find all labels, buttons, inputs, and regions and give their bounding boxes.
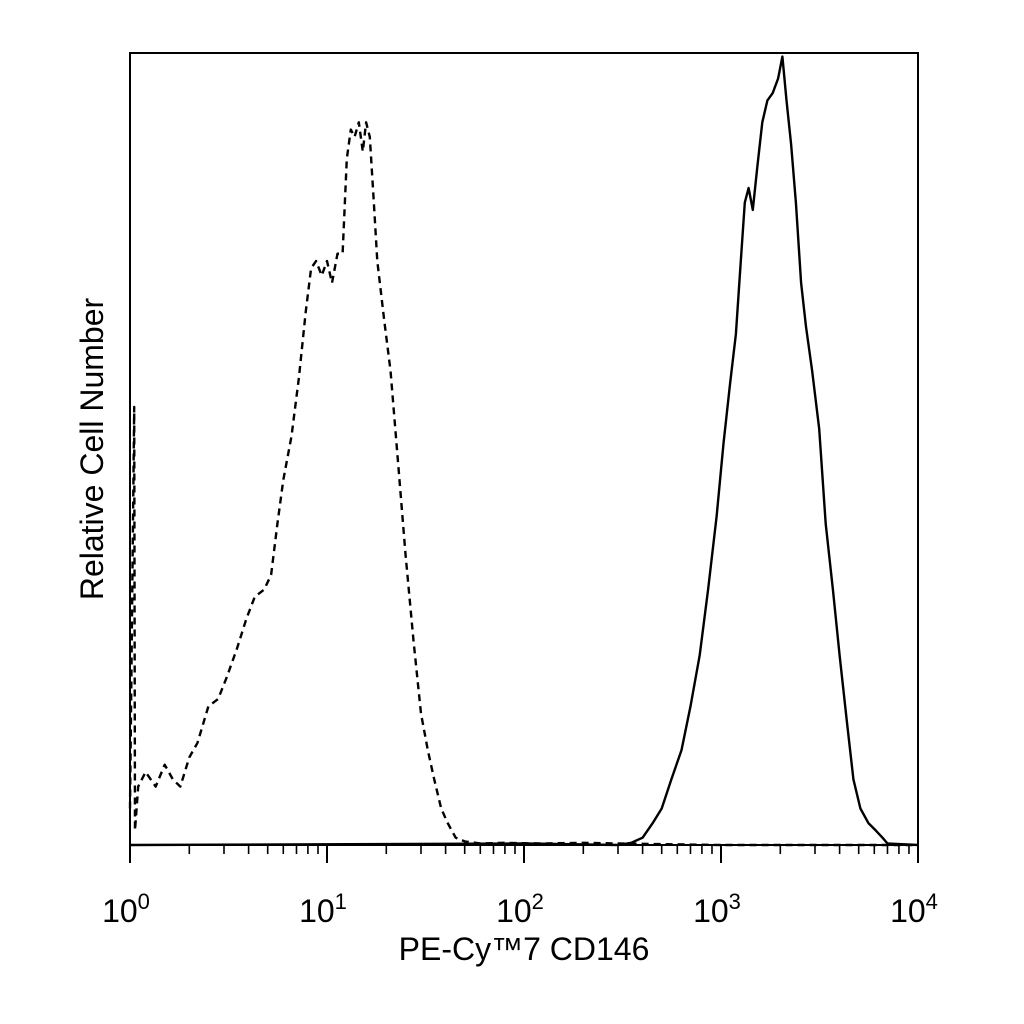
series-line-dashed (128, 121, 918, 847)
x-tick-label-exponent: 0 (138, 889, 150, 914)
x-tick-label-exponent: 1 (335, 889, 347, 914)
x-axis-ticks (129, 845, 919, 863)
x-tick-label-base: 10 (102, 893, 138, 929)
x-tick-label-exponent: 3 (729, 889, 741, 914)
x-tick-label-exponent: 2 (532, 889, 544, 914)
y-axis-label: Relative Cell Number (74, 297, 110, 600)
x-tick-label-base: 10 (496, 893, 532, 929)
x-axis-label: PE-Cy™7 CD146 (399, 931, 650, 967)
x-tick-label: 104 (890, 889, 938, 929)
x-axis-tick-labels: 100 101 102 103 104 (102, 889, 938, 929)
plot-frame (129, 52, 919, 846)
x-tick-label: 101 (299, 889, 347, 929)
series-layer (128, 55, 919, 847)
x-tick-label-base: 10 (890, 893, 926, 929)
x-tick-label-exponent: 4 (926, 889, 938, 914)
x-tick-label: 100 (102, 889, 150, 929)
x-tick-label: 103 (693, 889, 741, 929)
x-tick-label: 102 (496, 889, 544, 929)
x-tick-label-base: 10 (299, 893, 335, 929)
x-tick-label-base: 10 (693, 893, 729, 929)
series-line-solid (129, 55, 919, 847)
